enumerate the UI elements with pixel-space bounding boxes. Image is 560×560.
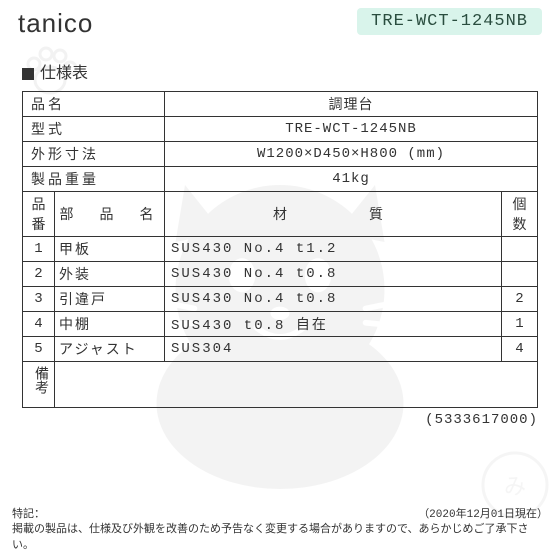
footer-asof: （2020年12月01日現在） bbox=[418, 508, 548, 523]
table-row: 外形寸法W1200×D450×H800 (mm) bbox=[23, 142, 538, 167]
footer-disclaimer: 掲載の製品は、仕様及び外観を改善のため予告なく変更する場合がありますので、あらか… bbox=[12, 523, 548, 554]
svg-text:み: み bbox=[504, 476, 526, 501]
table-row: 製品重量41kg bbox=[23, 167, 538, 192]
table-row: 4中棚SUS430 t0.8 自在1 bbox=[23, 312, 538, 337]
table-row: 5アジャストSUS3044 bbox=[23, 337, 538, 362]
spec-table: 品名調理台 型式TRE-WCT-1245NB 外形寸法W1200×D450×H8… bbox=[22, 91, 538, 408]
spec-title-text: 仕様表 bbox=[40, 65, 88, 83]
table-row: 1甲板SUS430 No.4 t1.2 bbox=[23, 237, 538, 262]
square-bullet-icon bbox=[22, 68, 34, 80]
note-row: 備考 bbox=[23, 362, 538, 408]
model-code-badge: TRE-WCT-1245NB bbox=[357, 8, 542, 35]
spec-section-title: 仕様表 bbox=[0, 39, 560, 91]
footer-label: 特記： bbox=[12, 508, 45, 523]
table-row: 3引違戸SUS430 No.4 t0.82 bbox=[23, 287, 538, 312]
table-header-row: 品番 部 品 名 材 質 個数 bbox=[23, 192, 538, 237]
brand-logo: tanico bbox=[18, 8, 93, 39]
document-number: (5333617000) bbox=[0, 408, 560, 428]
table-row: 型式TRE-WCT-1245NB bbox=[23, 117, 538, 142]
footer: 特記： （2020年12月01日現在） 掲載の製品は、仕様及び外観を改善のため予… bbox=[0, 508, 560, 554]
table-row: 品名調理台 bbox=[23, 92, 538, 117]
table-row: 2外装SUS430 No.4 t0.8 bbox=[23, 262, 538, 287]
